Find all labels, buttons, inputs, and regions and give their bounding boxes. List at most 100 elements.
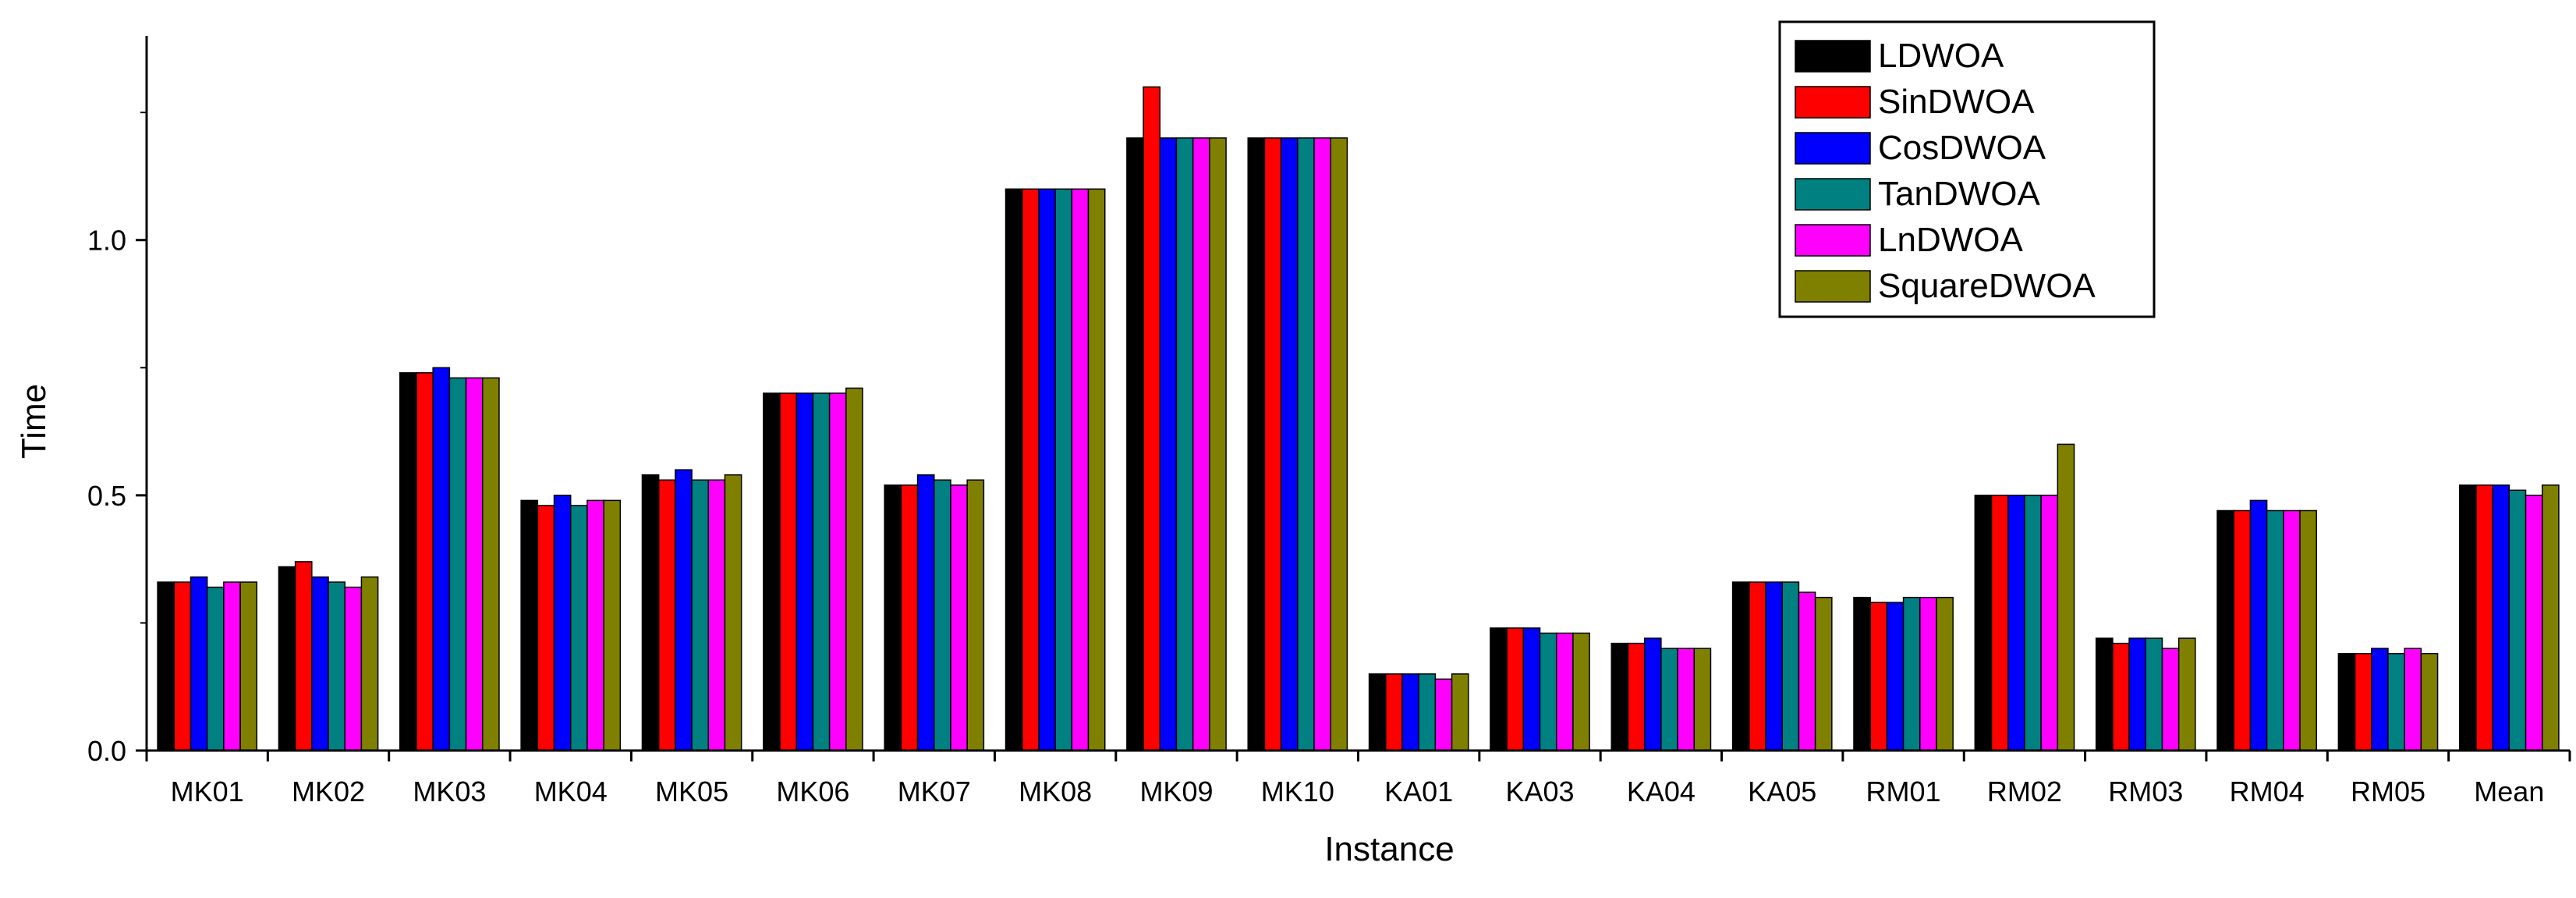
legend-label-sindwoa: SinDWOA [1878, 83, 2035, 121]
bar-rm03-squaredwoa [2177, 637, 2196, 751]
x-tick-label: RM02 [1987, 776, 2062, 807]
bar-rm01-sindwoa [1869, 602, 1888, 751]
bar-ka04-ldwoa [1610, 642, 1629, 751]
bar-ka03-sindwoa [1506, 627, 1525, 751]
bar-ka01-cosdwoa [1401, 673, 1419, 751]
x-tick-label: KA04 [1627, 776, 1695, 807]
bar-rm01-cosdwoa [1886, 602, 1905, 751]
bar-mk09-sindwoa [1143, 86, 1161, 751]
bar-mk10-sindwoa [1263, 137, 1282, 751]
bar-rm02-lndwoa [2040, 495, 2059, 751]
bar-ka01-ldwoa [1368, 673, 1387, 751]
x-tick-label: MK02 [292, 776, 365, 807]
bar-rm02-sindwoa [1990, 495, 2009, 751]
bar-rm04-tandwoa [2266, 509, 2284, 751]
legend-label-lndwoa: LnDWOA [1878, 221, 2023, 259]
bar-ka01-squaredwoa [1451, 673, 1469, 751]
bar-rm02-cosdwoa [2007, 495, 2025, 751]
legend-swatch-tandwoa [1795, 178, 1871, 211]
bar-mk05-lndwoa [707, 479, 726, 751]
x-tick-label: MK05 [655, 776, 728, 807]
bar-rm04-lndwoa [2283, 509, 2301, 751]
legend-swatch-ldwoa [1795, 40, 1871, 73]
x-tick-label: RM01 [1866, 776, 1941, 807]
bar-mk01-tandwoa [206, 586, 225, 751]
bar-ka03-tandwoa [1539, 632, 1557, 751]
legend-label-cosdwoa: CosDWOA [1878, 129, 2046, 167]
axes-layer [145, 36, 2570, 752]
bar-mean-tandwoa [2508, 489, 2527, 751]
bar-mean-sindwoa [2475, 484, 2493, 751]
x-tick-label: MK03 [413, 776, 486, 807]
bar-mk05-ldwoa [641, 474, 660, 751]
bar-ka01-lndwoa [1434, 678, 1453, 751]
bar-mk03-lndwoa [465, 377, 484, 751]
x-tick-label: MK06 [776, 776, 849, 807]
bar-mk04-ldwoa [520, 499, 539, 751]
bar-mk06-ldwoa [763, 392, 781, 751]
bar-rm04-squaredwoa [2299, 509, 2317, 751]
bar-mk06-cosdwoa [795, 392, 814, 751]
y-tick-label: 1.0 [87, 225, 126, 257]
bar-rm04-sindwoa [2233, 509, 2252, 751]
bar-mk02-lndwoa [344, 586, 363, 751]
bar-rm04-cosdwoa [2249, 499, 2268, 751]
bar-ka05-ldwoa [1731, 581, 1750, 751]
legend-swatch-cosdwoa [1795, 132, 1871, 165]
bar-rm05-tandwoa [2387, 652, 2405, 751]
x-tick-label: MK07 [898, 776, 971, 807]
bar-rm01-tandwoa [1902, 596, 1921, 751]
bar-mk02-sindwoa [294, 561, 313, 751]
bar-mk08-cosdwoa [1038, 188, 1056, 751]
bar-rm01-ldwoa [1853, 596, 1871, 751]
bar-ka04-cosdwoa [1643, 637, 1662, 751]
bar-mk03-cosdwoa [432, 367, 451, 751]
legend-label-ldwoa: LDWOA [1878, 37, 2004, 75]
bar-mk04-squaredwoa [603, 499, 622, 751]
bar-ka05-squaredwoa [1814, 596, 1833, 751]
bar-mk10-squaredwoa [1330, 137, 1348, 751]
bar-mean-ldwoa [2458, 484, 2477, 751]
bar-mk09-cosdwoa [1159, 137, 1178, 751]
legend-swatch-sindwoa [1795, 86, 1871, 119]
x-tick-label: MK10 [1261, 776, 1334, 807]
bar-ka03-cosdwoa [1522, 627, 1541, 751]
bar-mk05-squaredwoa [724, 474, 742, 751]
bar-mk05-tandwoa [691, 479, 710, 751]
bar-mk07-cosdwoa [916, 474, 935, 751]
bar-mk02-squaredwoa [360, 576, 379, 751]
bar-mean-squaredwoa [2541, 484, 2560, 751]
x-tick-label: KA03 [1505, 776, 1574, 807]
bar-ka03-lndwoa [1555, 632, 1574, 751]
bar-ka04-lndwoa [1677, 648, 1695, 751]
y-axis-title: Time [15, 384, 53, 459]
bar-mk05-cosdwoa [675, 469, 693, 751]
x-tick-label: RM05 [2351, 776, 2425, 807]
bar-mk05-sindwoa [657, 479, 676, 751]
bar-ka04-tandwoa [1660, 648, 1678, 751]
x-tick-label: KA01 [1384, 776, 1453, 807]
bar-mk09-ldwoa [1126, 137, 1144, 751]
bar-mk07-squaredwoa [966, 479, 985, 751]
bar-mk10-cosdwoa [1280, 137, 1299, 751]
bar-mk04-sindwoa [537, 505, 555, 751]
x-tick-label: RM04 [2230, 776, 2305, 807]
bar-mean-cosdwoa [2492, 484, 2510, 751]
bar-mk02-tandwoa [328, 581, 345, 751]
bar-mk08-squaredwoa [1087, 188, 1106, 751]
x-tick-label: MK01 [171, 776, 244, 807]
bar-rm03-lndwoa [2161, 648, 2180, 751]
bar-rm04-ldwoa [2216, 509, 2234, 751]
bars-layer [157, 86, 2560, 751]
legend-label-squaredwoa: SquareDWOA [1878, 267, 2096, 305]
bar-rm05-lndwoa [2404, 648, 2422, 751]
x-tick-label: MK04 [534, 776, 608, 807]
bar-mk08-tandwoa [1054, 188, 1073, 751]
legend-label-tandwoa: TanDWOA [1878, 175, 2040, 213]
legend: LDWOA SinDWOA CosDWOA TanDWOA LnDWOA SquareDW… [1778, 20, 2156, 318]
bar-rm05-cosdwoa [2371, 648, 2389, 751]
bar-mk03-sindwoa [416, 372, 434, 751]
bar-mk06-squaredwoa [845, 387, 863, 751]
y-tick-label: 0.0 [87, 735, 126, 767]
bar-rm03-ldwoa [2095, 637, 2114, 751]
